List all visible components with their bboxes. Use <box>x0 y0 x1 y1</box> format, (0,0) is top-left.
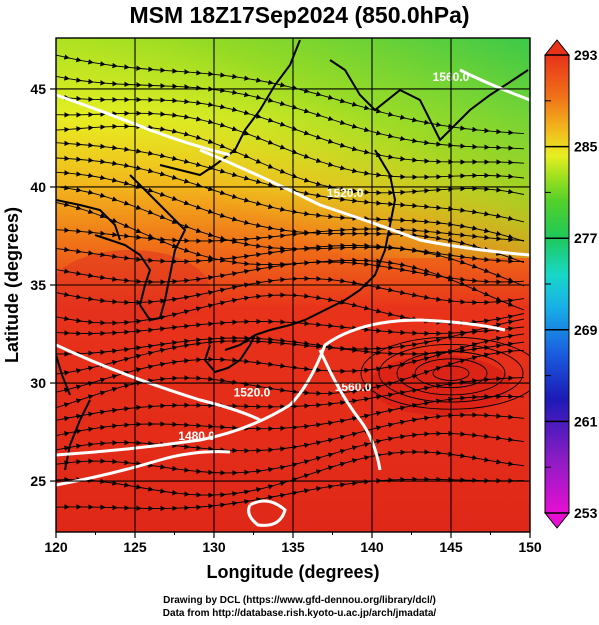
colorbar-bottom-arrow <box>543 512 571 529</box>
y-axis: 25 30 35 40 45 <box>30 81 56 489</box>
x-tick-label: 135 <box>281 539 305 555</box>
contour-label: 1560.0 <box>335 380 372 394</box>
contour-ring-trough <box>56 93 231 157</box>
colorbar-tick-label: 277 <box>574 230 598 246</box>
x-tick-label: 120 <box>44 539 68 555</box>
wind-streamlines <box>56 54 530 512</box>
credit-line-data: Data from http://database.rish.kyoto-u.a… <box>162 608 437 619</box>
streamline <box>56 476 525 512</box>
map-title: MSM 18Z17Sep2024 (850.0hPa) <box>129 2 470 28</box>
x-tick-label: 130 <box>202 539 226 555</box>
y-tick-label: 45 <box>30 81 46 97</box>
contour-1560-south <box>56 318 506 457</box>
warm-patch <box>56 250 210 330</box>
streamline <box>56 226 525 244</box>
colorbar-top-arrow <box>543 39 571 56</box>
contour-1560-tail <box>318 349 382 471</box>
contour-label: 1520.0 <box>234 386 271 400</box>
coastlines <box>56 39 529 471</box>
x-tick-label: 145 <box>439 539 463 555</box>
colorbar: 293 285 277 269 261 253 <box>543 39 598 529</box>
lat-lon-grid <box>56 38 530 532</box>
contour-label: 1520.0 <box>327 186 364 200</box>
colorbar-tick-label: 261 <box>574 413 598 429</box>
contour-1560-north <box>459 68 530 102</box>
x-axis-title: Longitude (degrees) <box>206 562 379 582</box>
colorbar-tick-label: 269 <box>574 322 598 338</box>
contour-low-circle <box>247 499 287 527</box>
x-axis: 120 125 130 135 140 145 150 <box>44 532 542 555</box>
contour-1480-south <box>56 450 231 487</box>
contour-1520-mid <box>199 148 530 257</box>
height-contours <box>56 68 530 527</box>
colorbar-tick-label: 253 <box>574 505 598 521</box>
y-tick-label: 25 <box>30 473 46 489</box>
y-tick-label: 35 <box>30 277 46 293</box>
y-axis-title: Latitude (degrees) <box>2 207 22 363</box>
y-tick-label: 40 <box>30 179 46 195</box>
credits: Drawing by DCL (https://www.gfd-dennou.o… <box>0 594 599 620</box>
contour-label: 1480.0 <box>178 429 215 443</box>
streamline <box>56 242 525 265</box>
y-tick-label: 30 <box>30 375 46 391</box>
credit-line-drawing: Drawing by DCL (https://www.gfd-dennou.o… <box>163 595 436 606</box>
x-tick-label: 140 <box>360 539 384 555</box>
contour-1520-south <box>56 343 261 422</box>
colorbar-tick-label: 285 <box>574 139 598 155</box>
x-tick-label: 150 <box>518 539 542 555</box>
colorbar-tick-label: 293 <box>574 47 598 63</box>
x-tick-label: 125 <box>123 539 147 555</box>
colorbar-ticks: 293 285 277 269 261 253 <box>545 47 598 521</box>
